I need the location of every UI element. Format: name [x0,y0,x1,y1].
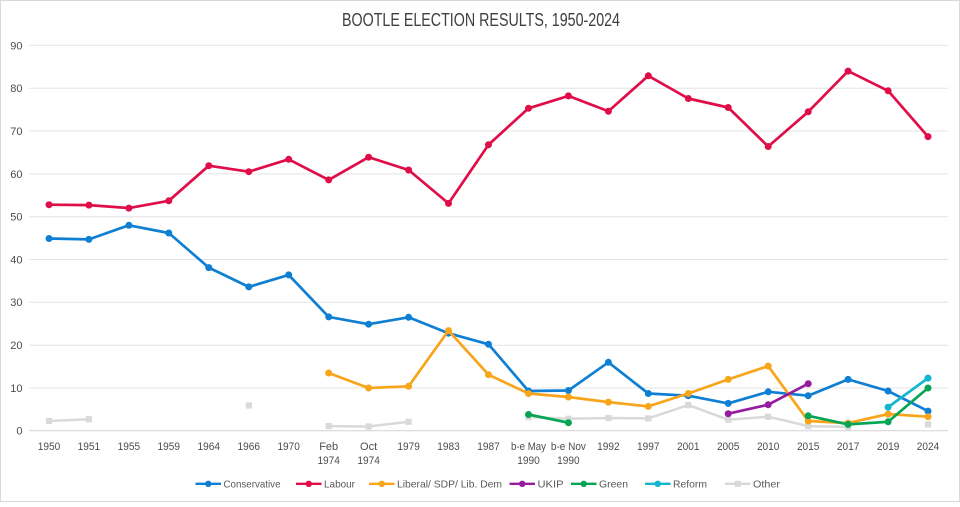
svg-text:10: 10 [10,383,22,395]
svg-text:2024: 2024 [917,441,940,453]
svg-text:1950: 1950 [38,441,61,453]
svg-text:Conservative: Conservative [224,479,281,491]
svg-text:Labour: Labour [324,479,355,491]
svg-text:2019: 2019 [877,441,900,453]
svg-text:b-e Nov: b-e Nov [551,441,586,453]
svg-text:1970: 1970 [277,441,300,453]
svg-text:0: 0 [16,426,22,438]
svg-text:1990: 1990 [557,455,580,467]
svg-text:Feb: Feb [319,441,338,453]
svg-text:Reform: Reform [673,479,707,491]
svg-text:1987: 1987 [477,441,500,453]
svg-text:1955: 1955 [118,441,141,453]
svg-text:1990: 1990 [517,455,540,467]
svg-text:2005: 2005 [717,441,740,453]
svg-text:Liberal/ SDP/ Lib. Dem: Liberal/ SDP/ Lib. Dem [397,479,502,491]
svg-text:Other: Other [753,479,781,491]
svg-text:1974: 1974 [317,455,340,467]
svg-text:2015: 2015 [797,441,820,453]
svg-text:1983: 1983 [437,441,460,453]
svg-text:2010: 2010 [757,441,780,453]
svg-text:BOOTLE ELECTION RESULTS, 1950-: BOOTLE ELECTION RESULTS, 1950-2024 [342,10,620,30]
svg-text:90: 90 [10,40,22,52]
svg-text:20: 20 [10,340,22,352]
svg-text:1979: 1979 [397,441,420,453]
svg-text:50: 50 [10,212,22,224]
svg-text:1959: 1959 [158,441,181,453]
svg-text:1974: 1974 [357,455,380,467]
svg-text:60: 60 [10,169,22,181]
svg-text:40: 40 [10,254,22,266]
svg-text:1966: 1966 [238,441,261,453]
svg-text:b-e May: b-e May [511,441,546,453]
svg-text:UKIP: UKIP [538,479,564,491]
svg-text:30: 30 [10,297,22,309]
svg-text:2017: 2017 [837,441,860,453]
svg-text:Oct: Oct [360,441,377,453]
svg-text:1964: 1964 [198,441,221,453]
svg-text:1997: 1997 [637,441,660,453]
svg-text:70: 70 [10,126,22,138]
svg-text:1951: 1951 [78,441,101,453]
svg-text:2001: 2001 [677,441,700,453]
svg-text:Green: Green [599,479,628,491]
svg-text:80: 80 [10,83,22,95]
svg-text:1992: 1992 [597,441,620,453]
